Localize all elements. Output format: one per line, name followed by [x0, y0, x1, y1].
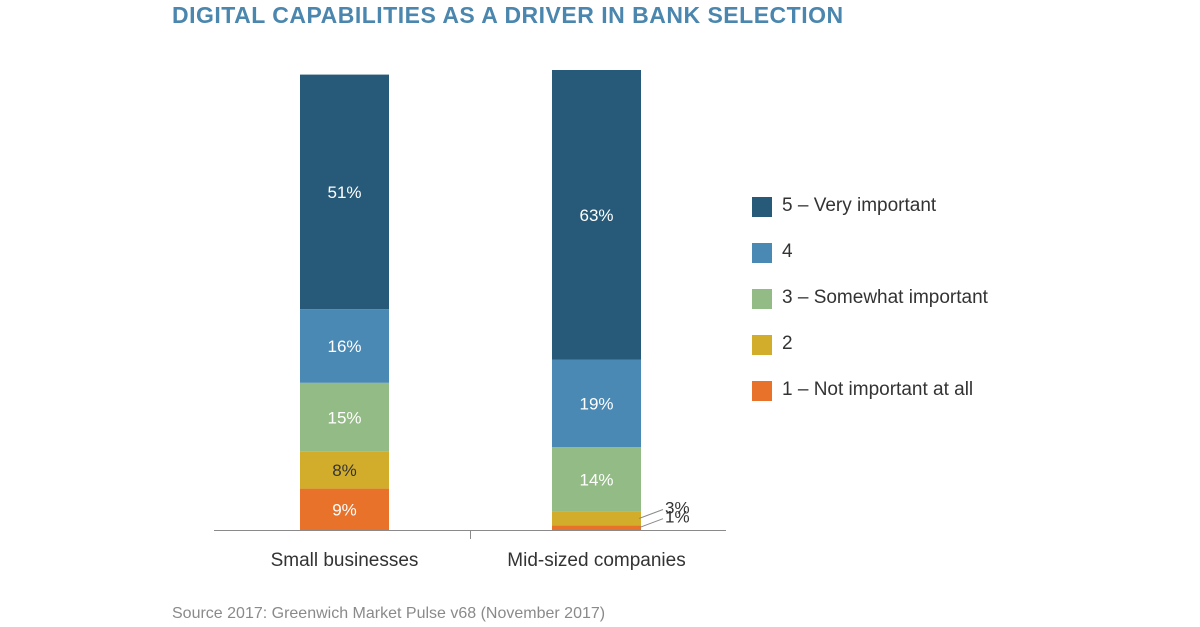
bar-segment	[300, 309, 389, 383]
bar-segment	[552, 525, 641, 530]
data-label: 3%	[665, 499, 690, 518]
stacked-bar-chart: 9% 8% 15% 16% 51% Small businesses 1%3% 14% 19% 6…	[214, 70, 726, 571]
data-label: 15%	[327, 408, 361, 427]
source-note: Source 2017: Greenwich Market Pulse v68 …	[172, 605, 606, 622]
legend-swatch-5	[752, 197, 772, 217]
data-label: 16%	[327, 337, 361, 356]
legend-swatch-3	[752, 289, 772, 309]
bar-segment	[300, 451, 389, 489]
category-label: Small businesses	[271, 550, 419, 571]
bar-segment	[552, 70, 641, 360]
bar-segment	[552, 447, 641, 512]
legend-label-5: 5 – Very important	[782, 195, 937, 216]
bar-segment	[300, 382, 389, 452]
legend-swatch-4	[752, 243, 772, 263]
data-label: 51%	[327, 183, 361, 202]
data-label: 14%	[579, 470, 613, 489]
data-label-leader	[638, 518, 664, 529]
bar-segment	[552, 511, 641, 526]
data-label: 63%	[579, 206, 613, 225]
bar-segment	[552, 359, 641, 448]
legend-swatch-1	[752, 381, 772, 401]
data-label: 19%	[579, 395, 613, 414]
legend-label-3: 3 – Somewhat important	[782, 287, 988, 308]
bar-segment	[300, 74, 389, 310]
category-label: Mid-sized companies	[507, 550, 685, 571]
data-label: 1%	[665, 508, 690, 527]
legend-swatch-2	[752, 335, 772, 355]
data-label: 8%	[332, 461, 357, 480]
chart-title: DIGITAL CAPABILITIES AS A DRIVER IN BANK…	[172, 2, 844, 28]
legend-label-1: 1 – Not important at all	[782, 379, 974, 400]
data-label-leader	[638, 509, 664, 519]
legend-label-2: 2	[782, 333, 793, 354]
data-label: 9%	[332, 500, 357, 519]
bar-segment	[300, 488, 389, 530]
legend-label-4: 4	[782, 241, 793, 262]
